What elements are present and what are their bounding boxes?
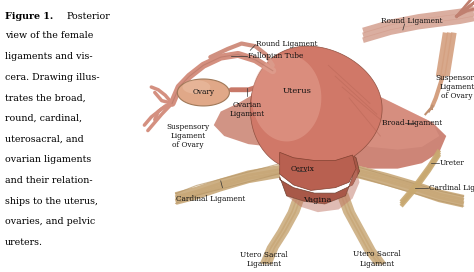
Polygon shape <box>214 92 308 147</box>
Text: Uterus: Uterus <box>283 87 311 95</box>
Polygon shape <box>177 79 229 106</box>
Text: ovarian ligaments: ovarian ligaments <box>5 155 91 164</box>
Text: Ureter: Ureter <box>440 159 465 167</box>
Text: view of the female: view of the female <box>5 31 93 40</box>
Text: Fallopian Tube: Fallopian Tube <box>248 52 303 60</box>
Text: Suspensory
Ligament
of Ovary: Suspensory Ligament of Ovary <box>435 74 474 100</box>
Text: Utero Sacral
Ligament: Utero Sacral Ligament <box>240 251 288 268</box>
Text: Round Ligament: Round Ligament <box>381 17 443 25</box>
Text: Broad Ligament: Broad Ligament <box>382 119 442 127</box>
Text: uterosacral, and: uterosacral, and <box>5 135 84 144</box>
Polygon shape <box>182 80 210 94</box>
Polygon shape <box>328 90 439 150</box>
Text: Cardinal Ligament: Cardinal Ligament <box>429 184 474 192</box>
Text: ovaries, and pelvic: ovaries, and pelvic <box>5 217 95 226</box>
Polygon shape <box>280 152 356 190</box>
Text: ligaments and vis-: ligaments and vis- <box>5 52 93 61</box>
Polygon shape <box>280 152 359 204</box>
Polygon shape <box>280 169 359 212</box>
Text: Round Ligament: Round Ligament <box>256 39 318 48</box>
Text: Suspensory
Ligament
of Ovary: Suspensory Ligament of Ovary <box>166 123 210 149</box>
Polygon shape <box>250 46 382 171</box>
Text: Cardinal Ligament: Cardinal Ligament <box>175 195 245 203</box>
Text: trates the broad,: trates the broad, <box>5 93 86 102</box>
Text: and their relation-: and their relation- <box>5 176 93 185</box>
Text: Cervix: Cervix <box>290 165 314 173</box>
Text: round, cardinal,: round, cardinal, <box>5 114 82 123</box>
Text: Figure 1.: Figure 1. <box>5 12 54 21</box>
Text: Vagina: Vagina <box>303 196 331 204</box>
Text: Ovary: Ovary <box>192 88 214 97</box>
Text: ships to the uterus,: ships to the uterus, <box>5 197 98 206</box>
Text: Utero Sacral
Ligament: Utero Sacral Ligament <box>353 250 401 268</box>
Text: ureters.: ureters. <box>5 238 43 247</box>
Polygon shape <box>308 90 446 169</box>
Text: Posterior: Posterior <box>66 12 110 21</box>
Text: cera. Drawing illus-: cera. Drawing illus- <box>5 73 100 82</box>
Polygon shape <box>252 54 321 141</box>
Text: Ovarian
Ligament: Ovarian Ligament <box>229 101 264 118</box>
